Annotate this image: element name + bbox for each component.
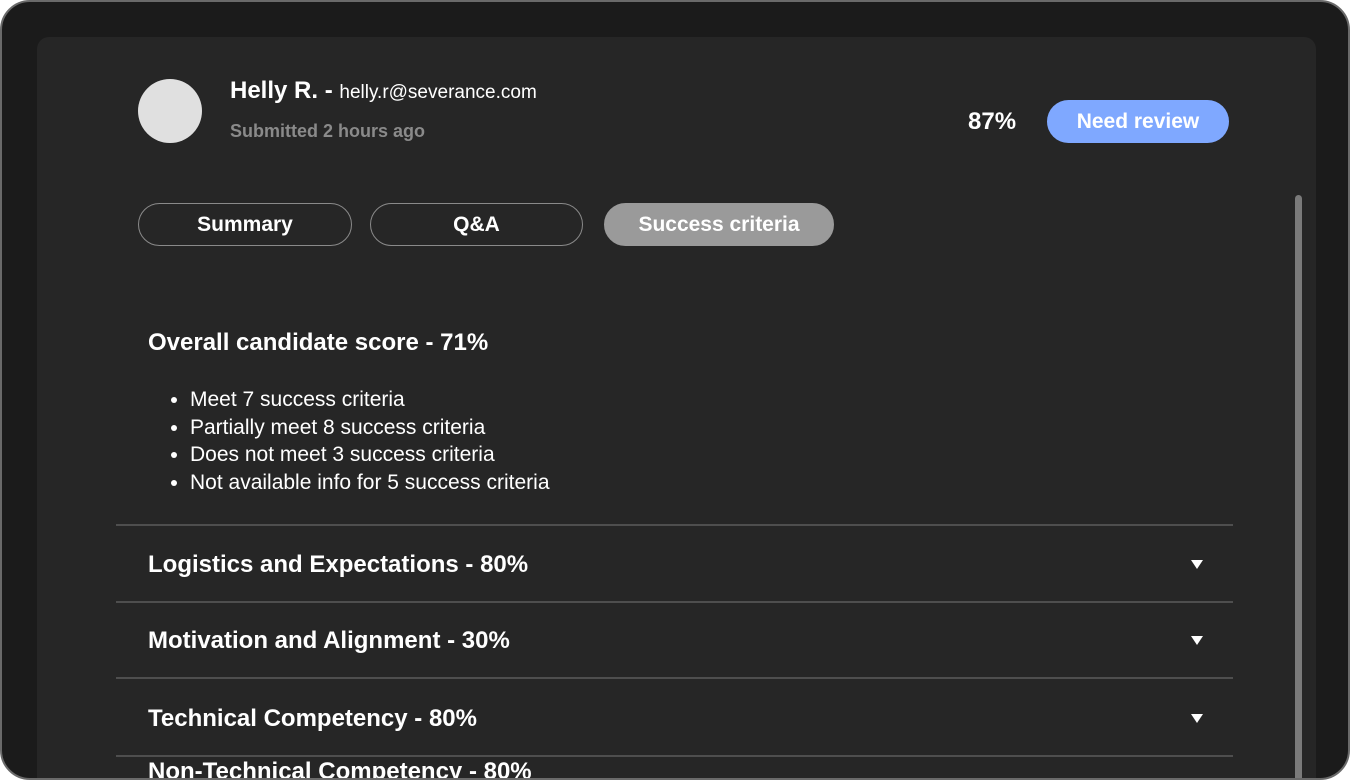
section-label: Logistics and Expectations - 80% — [148, 551, 529, 578]
list-item: Meet 7 success criteria — [190, 386, 550, 414]
overall-criteria-list: Meet 7 success criteria Partially meet 8… — [190, 386, 550, 496]
divider — [116, 601, 1233, 603]
overall-score-title: Overall candidate score - 71% — [148, 329, 489, 356]
tab-qa[interactable]: Q&A — [370, 203, 583, 246]
avatar — [138, 79, 202, 143]
section-non-technical[interactable]: Non-Technical Competency - 80% — [116, 758, 1233, 779]
name-text: Helly R. - — [230, 77, 333, 104]
list-item: Partially meet 8 success criteria — [190, 414, 550, 442]
candidate-score: 87% — [968, 108, 1017, 135]
candidate-name: Helly R. - helly.r@severance.com — [230, 77, 537, 105]
candidate-panel: Helly R. - helly.r@severance.com Submitt… — [37, 37, 1316, 778]
tab-summary[interactable]: Summary — [138, 203, 352, 246]
divider — [116, 755, 1233, 757]
divider — [116, 524, 1233, 526]
section-logistics[interactable]: Logistics and Expectations - 80% — [116, 527, 1233, 603]
section-label: Motivation and Alignment - 30% — [148, 627, 510, 654]
tab-success-criteria[interactable]: Success criteria — [604, 203, 834, 246]
chevron-down-icon[interactable] — [1191, 636, 1203, 645]
section-label: Non-Technical Competency - 80% — [148, 758, 532, 779]
chevron-down-icon[interactable] — [1191, 560, 1203, 569]
divider — [116, 677, 1233, 679]
section-motivation[interactable]: Motivation and Alignment - 30% — [116, 603, 1233, 679]
section-technical[interactable]: Technical Competency - 80% — [116, 681, 1233, 757]
list-item: Not available info for 5 success criteri… — [190, 469, 550, 497]
chevron-down-icon[interactable] — [1191, 714, 1203, 723]
scrollbar[interactable] — [1295, 195, 1302, 778]
list-item: Does not meet 3 success criteria — [190, 441, 550, 469]
status-badge[interactable]: Need review — [1047, 100, 1229, 143]
submitted-time: Submitted 2 hours ago — [230, 121, 426, 141]
candidate-email: helly.r@severance.com — [339, 82, 537, 103]
section-label: Technical Competency - 80% — [148, 705, 477, 732]
